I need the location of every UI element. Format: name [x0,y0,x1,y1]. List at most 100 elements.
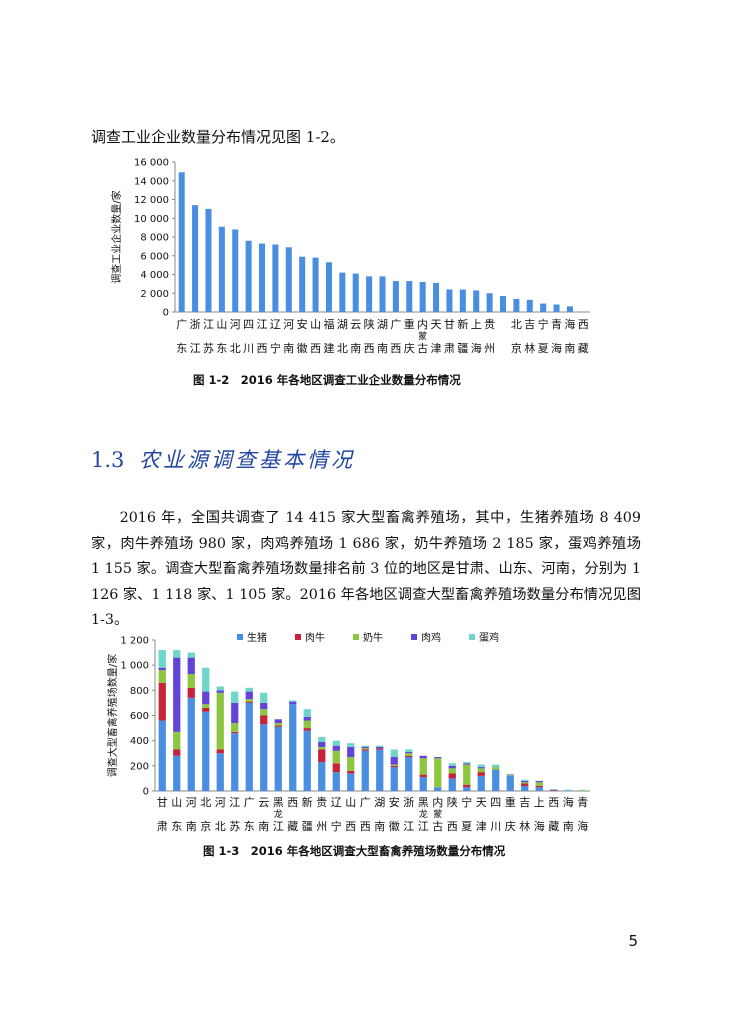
svg-text:西: 西 [390,342,401,355]
legend-swatch [237,634,243,640]
x-tick-label: 内蒙古 [417,317,428,355]
bar-segment [361,750,369,791]
section-heading: 1.3 农业源调查基本情况 [91,444,355,474]
bar-segment [376,749,384,791]
svg-text:青: 青 [577,796,588,809]
bar-segment [289,700,297,702]
svg-text:海: 海 [577,819,588,833]
bar-segment [550,789,558,791]
x-tick-label: 新疆 [302,795,313,833]
y-axis-label: 调查工业企业数量/家 [110,190,123,283]
x-tick-label: 西藏 [548,796,559,833]
bar-segment [405,757,413,791]
svg-text:藏: 藏 [287,820,298,833]
bar-segment [419,777,427,791]
svg-text:云: 云 [258,796,269,809]
bar-segment [202,691,210,705]
bar-segment [390,767,398,791]
bar-segment [216,753,224,791]
svg-text:江: 江 [273,820,284,833]
x-tick-label: 上海 [471,318,482,355]
svg-text:西: 西 [360,820,371,833]
svg-text:内: 内 [417,317,428,331]
bar [285,247,292,312]
bar-segment [216,686,224,691]
bar-segment [492,764,500,768]
svg-text:海: 海 [563,795,574,809]
svg-text:京: 京 [511,341,522,355]
x-tick-label: 福建 [323,317,334,355]
svg-text:南: 南 [258,820,269,833]
svg-text:河: 河 [283,318,294,331]
svg-text:贵: 贵 [484,318,495,331]
bar-segment [521,779,529,781]
bar-segment [260,709,268,716]
svg-text:上: 上 [471,318,482,331]
bar-segment [303,716,311,721]
svg-text:西: 西 [257,342,268,355]
x-tick-label: 海南 [563,795,574,833]
svg-text:建: 建 [323,341,334,355]
svg-text:海: 海 [564,317,575,331]
bar-segment [434,757,442,759]
bar-segment [506,774,514,775]
x-tick-label: 吉林 [519,796,530,833]
x-tick-label: 辽宁 [331,796,342,833]
bar-segment [405,755,413,758]
bar [566,306,573,312]
figure-caption-1-2: 图 1-2 2016 年各地区调查工业企业数量分布情况 [193,373,461,387]
svg-text:陕: 陕 [447,795,458,809]
bar-segment [231,731,239,734]
bar-segment [521,780,529,783]
bar-segment [158,650,166,668]
svg-text:西: 西 [287,796,298,809]
figure-caption-1-3: 图 1-3 2016 年各地区调查大型畜禽养殖场数量分布情况 [203,844,506,858]
svg-text:徽: 徽 [297,341,308,355]
svg-text:北: 北 [230,342,241,355]
svg-text:肃: 肃 [157,820,168,833]
bar-segment [260,702,268,710]
x-tick-label: 新疆 [457,317,468,355]
bar-segment [202,707,210,712]
x-tick-label: 广东 [244,796,255,833]
bar [540,303,547,312]
bar-segment [361,746,369,749]
bar-segment [303,730,311,791]
svg-text:江: 江 [403,820,414,833]
legend-swatch [469,634,475,640]
svg-text:宁: 宁 [331,819,342,833]
y-tick-label: 2 000 [140,289,169,300]
y-tick-label: 600 [130,711,149,722]
bar-segment [419,755,427,759]
x-tick-label: 安徽 [389,795,400,833]
legend-label: 肉牛 [305,631,325,644]
svg-text:西: 西 [345,820,356,833]
x-tick-label: 陕西 [364,317,375,355]
bar-segment [187,687,195,698]
svg-text:龙: 龙 [274,808,283,820]
bar-segment [231,702,239,724]
bar-segment [260,724,268,791]
bar [446,289,453,312]
svg-text:福: 福 [323,317,334,331]
bar-segment [318,736,326,742]
svg-text:甘: 甘 [444,318,455,331]
bar-segment [303,709,311,717]
bar-segment [434,758,442,788]
bar-segment [390,757,398,765]
paragraph-text: 2016 年，全国共调查了 14 415 家大型畜禽养殖场，其中，生猪养殖场 8… [91,510,641,628]
y-tick-label: 12 000 [134,195,169,206]
bar-segment [158,667,166,671]
bar-segment [158,670,166,683]
svg-text:云: 云 [350,318,361,331]
bar [406,281,413,312]
svg-text:浙: 浙 [403,796,414,809]
bar-segment [361,748,369,750]
svg-text:安: 安 [297,317,308,331]
svg-text:宁: 宁 [270,341,281,355]
svg-text:苏: 苏 [203,342,214,355]
y-tick-label: 14 000 [134,176,169,187]
bar-segment [564,790,572,791]
svg-text:陕: 陕 [364,317,375,331]
svg-text:宁: 宁 [538,317,549,331]
